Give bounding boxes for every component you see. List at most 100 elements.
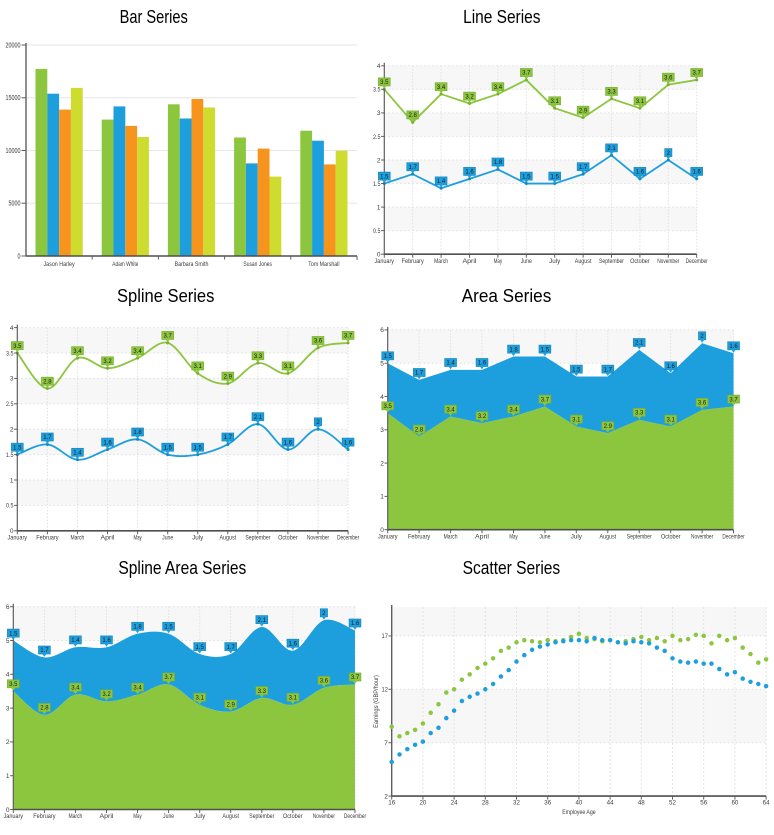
svg-text:3.3: 3.3 — [254, 354, 263, 360]
svg-text:September: September — [249, 813, 275, 820]
svg-text:September: September — [599, 258, 625, 265]
svg-text:3: 3 — [380, 427, 384, 434]
svg-text:Spline Series: Spline Series — [117, 285, 214, 306]
svg-text:2: 2 — [700, 334, 704, 340]
svg-text:2.9: 2.9 — [579, 108, 588, 114]
svg-text:June: June — [539, 533, 550, 540]
svg-text:7: 7 — [384, 740, 388, 747]
svg-text:November: November — [657, 258, 680, 265]
svg-text:3.6: 3.6 — [320, 679, 329, 685]
svg-text:44: 44 — [607, 800, 614, 807]
svg-text:March: March — [68, 813, 82, 820]
svg-text:48: 48 — [638, 800, 645, 807]
svg-text:2.8: 2.8 — [415, 427, 424, 433]
svg-text:January: January — [4, 813, 24, 820]
svg-text:3.1: 3.1 — [636, 99, 645, 105]
svg-text:40: 40 — [575, 800, 582, 807]
svg-text:April: April — [101, 534, 115, 541]
svg-text:1.5: 1.5 — [572, 367, 581, 373]
svg-text:May: May — [509, 533, 518, 540]
svg-text:1.5: 1.5 — [9, 631, 18, 637]
svg-text:May: May — [133, 534, 142, 541]
svg-text:0: 0 — [380, 527, 384, 534]
svg-text:February: February — [408, 533, 431, 540]
svg-text:10000: 10000 — [6, 148, 21, 155]
svg-text:5000: 5000 — [9, 201, 21, 208]
svg-text:2.1: 2.1 — [254, 415, 263, 421]
svg-text:24: 24 — [451, 800, 458, 807]
svg-text:July: July — [194, 813, 206, 820]
svg-text:1.6: 1.6 — [729, 344, 738, 350]
svg-text:3.2: 3.2 — [478, 414, 487, 420]
svg-text:3.7: 3.7 — [344, 334, 353, 340]
svg-text:3.6: 3.6 — [698, 401, 707, 407]
svg-text:January: January — [375, 258, 395, 265]
svg-text:1.6: 1.6 — [344, 440, 353, 446]
svg-text:3.7: 3.7 — [693, 71, 702, 77]
svg-text:1.8: 1.8 — [133, 430, 142, 436]
svg-text:3.3: 3.3 — [258, 689, 267, 695]
svg-text:3.1: 3.1 — [667, 417, 676, 423]
svg-text:January: January — [378, 533, 398, 540]
svg-text:3.7: 3.7 — [164, 675, 173, 681]
svg-text:February: February — [402, 258, 425, 265]
svg-text:August: August — [222, 813, 239, 820]
svg-text:1.6: 1.6 — [465, 170, 474, 176]
svg-text:12: 12 — [382, 687, 389, 694]
svg-text:January: January — [8, 534, 28, 541]
svg-text:16: 16 — [388, 800, 395, 807]
svg-text:3.7: 3.7 — [164, 334, 173, 340]
svg-text:3.6: 3.6 — [664, 75, 673, 81]
svg-text:1.5: 1.5 — [196, 645, 205, 651]
svg-text:2.8: 2.8 — [409, 113, 418, 119]
svg-text:1.5: 1.5 — [522, 174, 531, 180]
svg-text:4: 4 — [6, 672, 10, 679]
svg-text:1.7: 1.7 — [227, 645, 236, 651]
svg-text:Employee Age: Employee Age — [562, 809, 596, 816]
svg-text:March: March — [434, 258, 448, 265]
svg-text:Barbara Smith: Barbara Smith — [175, 261, 209, 268]
svg-text:February: February — [33, 813, 56, 820]
svg-text:1.5: 1.5 — [384, 354, 393, 360]
svg-text:3.7: 3.7 — [522, 71, 531, 77]
svg-text:2.9: 2.9 — [224, 374, 233, 380]
svg-text:1.8: 1.8 — [133, 625, 142, 631]
svg-text:December: December — [686, 258, 709, 265]
svg-text:November: November — [313, 813, 336, 820]
svg-text:1.5: 1.5 — [6, 452, 14, 459]
svg-text:1.5: 1.5 — [541, 347, 550, 353]
svg-text:February: February — [36, 534, 59, 541]
svg-text:2.8: 2.8 — [40, 706, 49, 712]
svg-text:4: 4 — [10, 325, 14, 332]
svg-text:August: August — [219, 534, 236, 541]
svg-text:3.2: 3.2 — [465, 94, 474, 100]
svg-text:1.5: 1.5 — [164, 445, 173, 451]
svg-text:2.9: 2.9 — [604, 424, 613, 430]
svg-text:3.4: 3.4 — [509, 407, 518, 413]
svg-text:2.9: 2.9 — [227, 702, 236, 708]
svg-text:3.2: 3.2 — [102, 692, 111, 698]
svg-text:20000: 20000 — [6, 42, 21, 49]
svg-text:0: 0 — [18, 253, 21, 260]
svg-text:3.5: 3.5 — [9, 682, 18, 688]
svg-text:1.7: 1.7 — [604, 367, 613, 373]
svg-text:3: 3 — [10, 376, 14, 383]
svg-text:1.6: 1.6 — [478, 361, 487, 367]
svg-text:2: 2 — [316, 420, 320, 426]
svg-text:Earnings (GBP/hour): Earnings (GBP/hour) — [373, 675, 380, 728]
svg-text:1.6: 1.6 — [693, 170, 702, 176]
svg-text:July: July — [571, 533, 583, 540]
svg-text:1.7: 1.7 — [40, 648, 49, 654]
svg-text:1.5: 1.5 — [380, 174, 389, 180]
svg-text:3.7: 3.7 — [729, 397, 738, 403]
svg-text:1.4: 1.4 — [446, 361, 455, 367]
svg-text:August: August — [599, 533, 616, 540]
svg-text:20: 20 — [419, 800, 426, 807]
svg-text:Susan Jones: Susan Jones — [243, 261, 272, 268]
svg-text:2: 2 — [384, 793, 388, 800]
svg-text:5: 5 — [380, 361, 384, 368]
svg-text:Jason Harley: Jason Harley — [44, 261, 76, 268]
svg-text:March: March — [70, 534, 84, 541]
svg-text:1.6: 1.6 — [103, 440, 112, 446]
svg-text:June: June — [521, 258, 532, 265]
